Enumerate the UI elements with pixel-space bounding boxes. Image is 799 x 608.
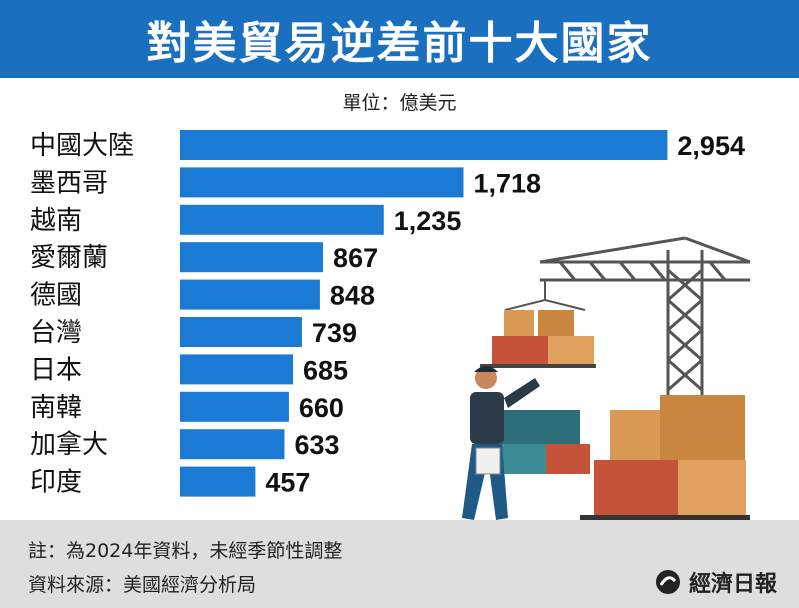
category-label: 印度: [30, 468, 82, 498]
value-label: 685: [303, 355, 348, 385]
bar: [180, 204, 384, 235]
brand-logo-icon: [655, 570, 680, 594]
title-banner: 對美貿易逆差前十大國家: [0, 0, 799, 78]
category-label: 中國大陸: [30, 131, 134, 161]
value-label: 867: [333, 243, 378, 273]
category-label: 台灣: [30, 318, 82, 348]
container-stack-icon: [490, 395, 750, 521]
value-label: 633: [294, 430, 339, 460]
category-label: 德國: [30, 281, 82, 311]
port-illustration: [462, 236, 751, 521]
bar: [180, 429, 285, 460]
publisher-brand: 經濟日報: [653, 566, 777, 598]
unit-label: 單位：億美元: [342, 92, 457, 114]
category-label: 越南: [30, 206, 82, 236]
source-note: 資料來源：美國經濟分析局: [28, 574, 257, 596]
value-label: 739: [312, 318, 357, 348]
bar: [180, 279, 320, 310]
chart-title: 對美貿易逆差前十大國家: [146, 18, 653, 69]
category-label: 加拿大: [30, 430, 108, 460]
bar: [180, 354, 294, 385]
value-label: 660: [299, 393, 344, 423]
footnote: 註：為2024年資料，未經季節性調整: [28, 540, 343, 562]
category-label: 墨西哥: [30, 168, 108, 198]
brand-name: 經濟日報: [688, 572, 777, 597]
bar: [180, 242, 324, 273]
value-label: 848: [330, 281, 375, 311]
bar: [180, 466, 256, 497]
worker-icon: [462, 366, 540, 520]
bar: [180, 391, 289, 422]
category-label: 南韓: [30, 393, 82, 423]
value-label: 2,954: [677, 131, 745, 161]
crane-icon: [504, 236, 751, 400]
category-label: 日本: [30, 355, 82, 385]
value-label: 457: [265, 468, 310, 498]
bar: [180, 317, 302, 347]
bar: [180, 130, 668, 160]
category-label: 愛爾蘭: [30, 243, 108, 273]
value-label: 1,235: [394, 206, 462, 236]
bar: [180, 167, 464, 198]
value-label: 1,718: [473, 168, 541, 198]
hanging-cargo-icon: [480, 310, 596, 368]
